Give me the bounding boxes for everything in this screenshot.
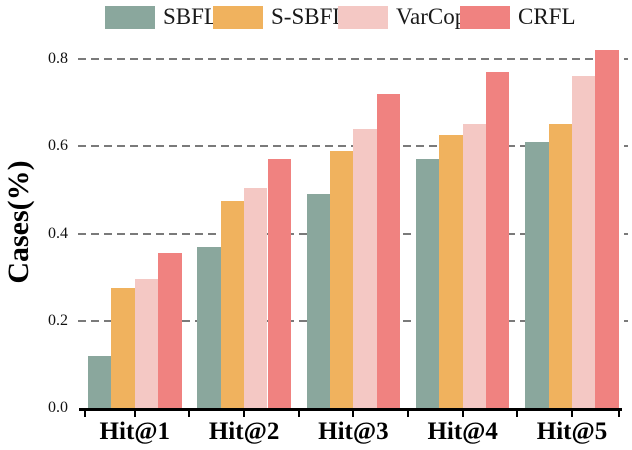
legend-label: S-SBFL (271, 4, 347, 29)
bar-sbfl-hit@4 (415, 159, 440, 408)
legend-swatch-s-sbfl (213, 5, 263, 29)
bar-sbfl-hit@1 (88, 355, 112, 408)
legend-item-crfl: CRFL (460, 4, 576, 30)
gridline (78, 58, 628, 60)
x-axis-tick (618, 411, 620, 417)
legend-item-s-sbfl: S-SBFL (213, 4, 346, 30)
bar-sbfl-hit@3 (306, 194, 330, 408)
legend-item-sbfl: SBFL (105, 4, 218, 30)
x-axis-tick (243, 411, 246, 417)
y-tick-label: 0.2 (48, 311, 68, 329)
x-axis-tick (297, 411, 300, 417)
y-tick-label: 0.0 (48, 399, 68, 416)
bar-crfl-hit@3 (376, 93, 401, 408)
x-axis-tick (188, 411, 191, 417)
x-axis-tick (84, 411, 86, 417)
x-tick-label-hit@4: Hit@4 (427, 418, 498, 445)
bar-varcop-hit@3 (353, 128, 377, 408)
x-tick-label-hit@3: Hit@3 (318, 418, 389, 445)
bar-s-sbfl-hit@5 (548, 124, 572, 408)
gridline (78, 145, 628, 148)
bar-s-sbfl-hit@2 (220, 200, 245, 408)
legend-label: CRFL (518, 4, 576, 29)
bar-crfl-hit@2 (267, 159, 291, 408)
x-axis-tick (407, 411, 410, 417)
bar-varcop-hit@4 (462, 124, 487, 408)
x-axis-tick (571, 411, 573, 417)
y-tick-label: 0.8 (48, 50, 68, 67)
legend: SBFL S-SBFL VarCop CRFL (0, 0, 632, 34)
y-tick-label: 0.4 (48, 224, 68, 242)
x-tick-label-hit@5: Hit@5 (536, 418, 608, 445)
bar-sbfl-hit@2 (197, 246, 221, 408)
x-axis-tick (461, 411, 464, 417)
bar-varcop-hit@2 (244, 187, 268, 408)
legend-swatch-crfl (460, 5, 510, 29)
bar-s-sbfl-hit@3 (330, 150, 354, 408)
y-axis-label: Cases(%) (2, 160, 35, 284)
x-axis-tick (516, 411, 519, 417)
bar-sbfl-hit@5 (525, 141, 549, 408)
y-tick-label: 0.6 (48, 137, 68, 155)
legend-item-varcop: VarCop (338, 4, 466, 30)
legend-label: SBFL (163, 4, 218, 29)
bar-crfl-hit@1 (158, 253, 182, 408)
legend-swatch-varcop (338, 5, 388, 29)
x-axis-tick (133, 411, 136, 417)
legend-label: VarCop (396, 4, 467, 29)
x-tick-label-hit@2: Hit@2 (208, 418, 280, 445)
x-tick-label-hit@1: Hit@1 (99, 418, 171, 445)
x-axis-line (79, 408, 622, 411)
x-axis-tick (352, 411, 355, 417)
bar-crfl-hit@5 (595, 50, 619, 408)
bar-varcop-hit@1 (134, 279, 159, 408)
bar-s-sbfl-hit@4 (439, 135, 463, 408)
bar-crfl-hit@4 (486, 72, 510, 408)
bar-s-sbfl-hit@1 (111, 288, 135, 408)
bar-varcop-hit@5 (572, 76, 596, 408)
legend-swatch-sbfl (105, 5, 155, 29)
